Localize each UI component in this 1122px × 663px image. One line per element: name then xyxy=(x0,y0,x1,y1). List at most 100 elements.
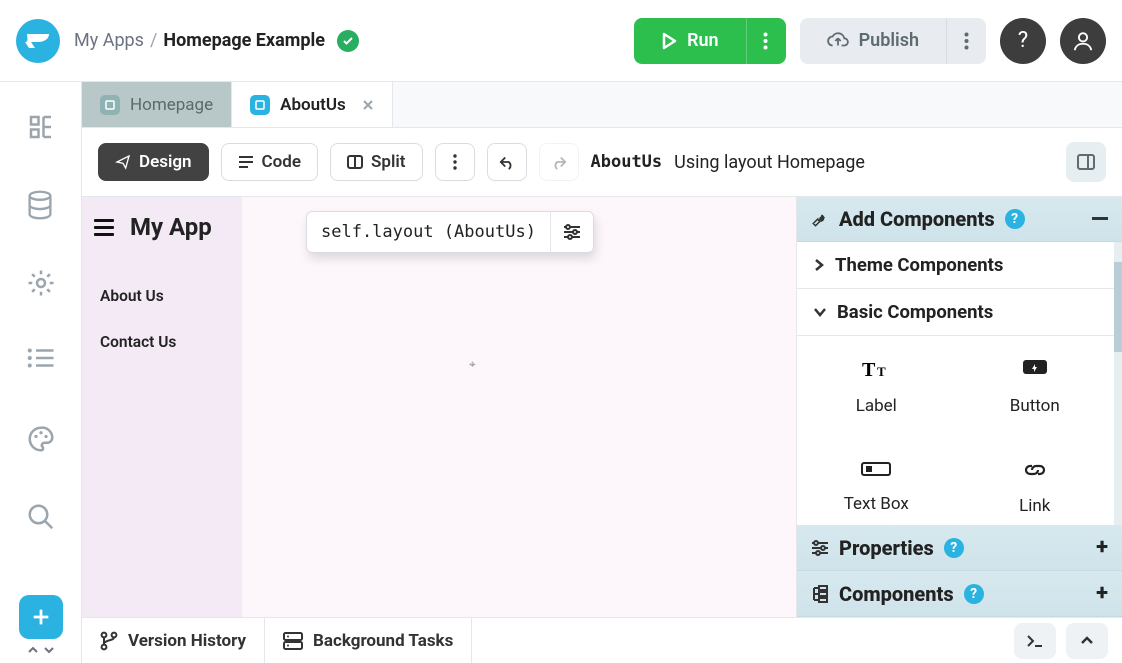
user-icon xyxy=(1072,30,1094,52)
run-menu-button[interactable] xyxy=(746,18,786,64)
basic-components-section[interactable]: Basic Components xyxy=(797,289,1114,336)
chevron-down-icon xyxy=(813,306,827,318)
component-button[interactable]: Button xyxy=(956,336,1115,438)
properties-heading[interactable]: Properties ? + xyxy=(797,525,1122,571)
paper-plane-icon xyxy=(115,154,131,170)
list-icon[interactable] xyxy=(26,346,56,376)
heading-label: Properties xyxy=(839,536,934,560)
more-toolbar-button[interactable] xyxy=(435,143,475,181)
search-icon[interactable] xyxy=(26,502,56,532)
editor-tabs: Homepage AboutUs xyxy=(82,82,1122,128)
theme-components-section[interactable]: Theme Components xyxy=(797,242,1114,289)
section-label: Basic Components xyxy=(837,301,993,323)
code-mode-button[interactable]: Code xyxy=(221,143,318,181)
version-history-button[interactable]: Version History xyxy=(82,618,265,663)
layout-panel-toggle[interactable] xyxy=(1066,142,1106,182)
undo-button[interactable] xyxy=(487,143,527,181)
editor-toolbar: Design Code Split xyxy=(82,128,1122,197)
split-mode-button[interactable]: Split xyxy=(330,143,422,181)
layout-indicator: Using layout Homepage xyxy=(674,152,865,173)
app-browser-icon[interactable] xyxy=(26,112,56,142)
anvil-logo-icon xyxy=(16,19,60,63)
component-textbox[interactable]: Text Box xyxy=(797,438,956,525)
settings-gear-icon[interactable] xyxy=(26,268,56,298)
left-rail xyxy=(0,82,82,663)
help-button[interactable]: ? xyxy=(1000,18,1046,64)
app-preview-sidebar: My App About Us Contact Us xyxy=(82,197,242,617)
heading-label: Add Components xyxy=(839,207,995,231)
version-history-label: Version History xyxy=(128,631,246,651)
component-label[interactable]: TT Label xyxy=(797,336,956,438)
add-components-heading[interactable]: Add Components ? xyxy=(797,197,1122,242)
collapse-bottom-button[interactable] xyxy=(1066,623,1108,659)
database-icon[interactable] xyxy=(26,190,56,220)
selection-chip-label: self.layout (AboutUs) xyxy=(307,212,550,252)
tab-label: AboutUs xyxy=(280,95,346,115)
split-icon xyxy=(347,155,363,169)
button-icon xyxy=(1021,358,1049,380)
background-tasks-button[interactable]: Background Tasks xyxy=(265,618,472,663)
split-label: Split xyxy=(371,152,405,172)
minimize-icon[interactable] xyxy=(1092,217,1108,221)
right-panel-scrollbar[interactable] xyxy=(1114,242,1122,525)
svg-text:T: T xyxy=(862,359,876,380)
design-mode-button[interactable]: Design xyxy=(98,143,209,181)
theme-palette-icon[interactable] xyxy=(26,424,56,454)
wrench-icon xyxy=(811,210,829,228)
expand-plus-icon[interactable]: + xyxy=(1096,535,1108,560)
selection-chip[interactable]: self.layout (AboutUs) xyxy=(306,211,594,253)
fab-expand-chevrons[interactable] xyxy=(27,645,55,655)
top-bar: My Apps / Homepage Example Run Publish xyxy=(0,0,1122,82)
expand-plus-icon[interactable]: + xyxy=(1096,581,1108,606)
account-button[interactable] xyxy=(1060,18,1106,64)
question-icon: ? xyxy=(1018,28,1028,53)
design-canvas[interactable]: My App About Us Contact Us self.layout (… xyxy=(82,197,796,617)
background-tasks-label: Background Tasks xyxy=(313,631,453,651)
tab-homepage[interactable]: Homepage xyxy=(82,82,232,127)
hamburger-icon[interactable] xyxy=(94,219,114,236)
workspace: My App About Us Contact Us self.layout (… xyxy=(82,197,1122,617)
sliders-icon xyxy=(811,540,829,556)
branch-icon xyxy=(100,631,118,651)
canvas-main-area[interactable]: self.layout (AboutUs) ⌖ xyxy=(242,197,796,617)
code-label: Code xyxy=(262,152,301,172)
publish-label: Publish xyxy=(859,30,919,51)
bottom-bar: Version History Background Tasks xyxy=(82,617,1122,663)
fab-wrapper xyxy=(19,595,63,663)
pointer-cursor-icon: ⌖ xyxy=(469,357,476,372)
nav-link-about[interactable]: About Us xyxy=(100,287,230,305)
components-heading[interactable]: Components ? + xyxy=(797,571,1122,617)
body: Homepage AboutUs Design xyxy=(0,82,1122,663)
form-icon xyxy=(100,95,120,115)
run-button[interactable]: Run xyxy=(634,18,746,64)
saved-check-icon xyxy=(337,30,359,52)
sliders-icon[interactable] xyxy=(551,216,593,248)
right-panel-body: Theme Components Basic Components TT Lab xyxy=(797,242,1122,525)
breadcrumb-current[interactable]: Homepage Example xyxy=(163,30,325,51)
console-button[interactable] xyxy=(1014,623,1056,659)
help-badge-icon[interactable]: ? xyxy=(1005,209,1025,229)
app-title: My App xyxy=(130,213,212,241)
help-badge-icon[interactable]: ? xyxy=(944,538,964,558)
component-link[interactable]: Link xyxy=(956,438,1115,525)
publish-button-group: Publish xyxy=(800,18,986,64)
publish-menu-button[interactable] xyxy=(946,18,986,64)
help-badge-icon[interactable]: ? xyxy=(964,584,984,604)
publish-button[interactable]: Publish xyxy=(800,18,946,64)
close-tab-icon[interactable] xyxy=(362,99,374,111)
run-label: Run xyxy=(687,30,719,51)
cell-label: Button xyxy=(1010,396,1060,416)
nav-link-contact[interactable]: Contact Us xyxy=(100,333,230,351)
heading-label: Components xyxy=(839,582,954,606)
main-column: Homepage AboutUs Design xyxy=(82,82,1122,663)
textbox-icon xyxy=(861,460,891,478)
cloud-upload-icon xyxy=(827,32,849,50)
current-form-name: AboutUs xyxy=(591,152,663,172)
redo-button[interactable] xyxy=(539,143,579,181)
svg-text:T: T xyxy=(877,364,886,379)
tab-aboutus[interactable]: AboutUs xyxy=(232,82,393,127)
breadcrumb-separator: / xyxy=(150,30,157,51)
add-button[interactable] xyxy=(19,595,63,639)
text-icon: TT xyxy=(862,358,890,380)
breadcrumb-root[interactable]: My Apps xyxy=(74,30,144,51)
